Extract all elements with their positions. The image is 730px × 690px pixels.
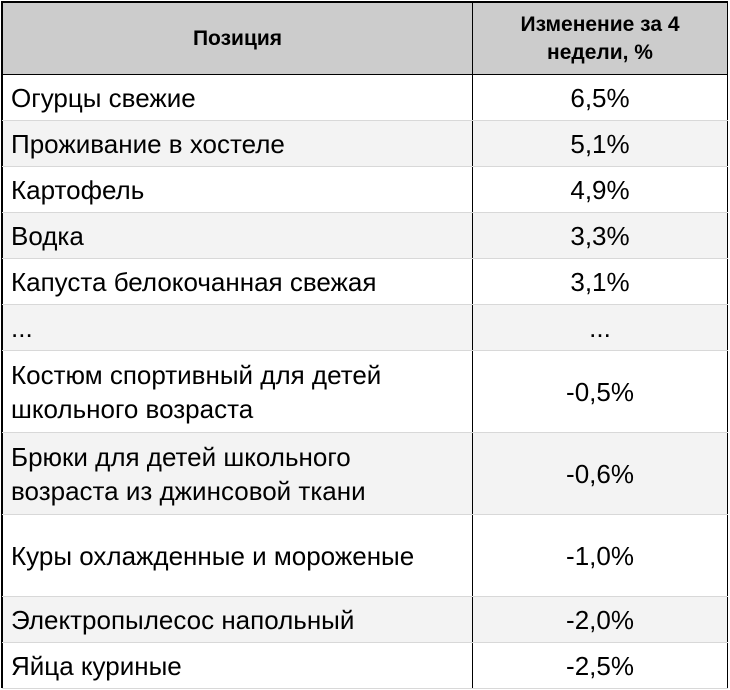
row-change: 5,1%: [472, 120, 728, 167]
row-change: -2,0%: [472, 596, 728, 643]
row-change: -0,6%: [472, 432, 728, 515]
row-change: ...: [472, 304, 728, 351]
row-change: 3,3%: [472, 212, 728, 259]
row-change: 4,9%: [472, 166, 728, 213]
row-change: -0,5%: [472, 350, 728, 433]
table-row: Брюки для детей школьного возраста из дж…: [2, 432, 728, 515]
row-change: -2,5%: [472, 642, 728, 689]
row-position: Брюки для детей школьного возраста из дж…: [2, 432, 473, 515]
row-position: Электропылесос напольный: [2, 596, 473, 643]
row-change: -1,0%: [472, 514, 728, 597]
row-position: Огурцы свежие: [2, 74, 473, 121]
row-position: Проживание в хостеле: [2, 120, 473, 167]
table-row: Яйца куриные -2,5%: [2, 642, 728, 689]
row-position: Картофель: [2, 166, 473, 213]
header-position: Позиция: [2, 2, 473, 75]
table-row: Проживание в хостеле 5,1%: [2, 120, 728, 167]
table-row: Куры охлажденные и мороженые -1,0%: [2, 514, 728, 597]
table-row: Огурцы свежие 6,5%: [2, 74, 728, 121]
row-position: Костюм спортивный для детей школьного во…: [2, 350, 473, 433]
row-position: Куры охлажденные и мороженые: [2, 514, 473, 597]
table-row: Водка 3,3%: [2, 212, 728, 259]
table-row: ... ...: [2, 304, 728, 351]
row-change: 6,5%: [472, 74, 728, 121]
table-row: Капуста белокочанная свежая 3,1%: [2, 258, 728, 305]
table-row: Картофель 4,9%: [2, 166, 728, 213]
row-position: Водка: [2, 212, 473, 259]
row-position: ...: [2, 304, 473, 351]
row-position: Капуста белокочанная свежая: [2, 258, 473, 305]
header-change: Изменение за 4 недели, %: [472, 2, 728, 75]
header-row: Позиция Изменение за 4 недели, %: [2, 2, 728, 75]
row-change: 3,1%: [472, 258, 728, 305]
table-row: Костюм спортивный для детей школьного во…: [2, 350, 728, 433]
table-row: Электропылесос напольный -2,0%: [2, 596, 728, 643]
row-position: Яйца куриные: [2, 642, 473, 689]
